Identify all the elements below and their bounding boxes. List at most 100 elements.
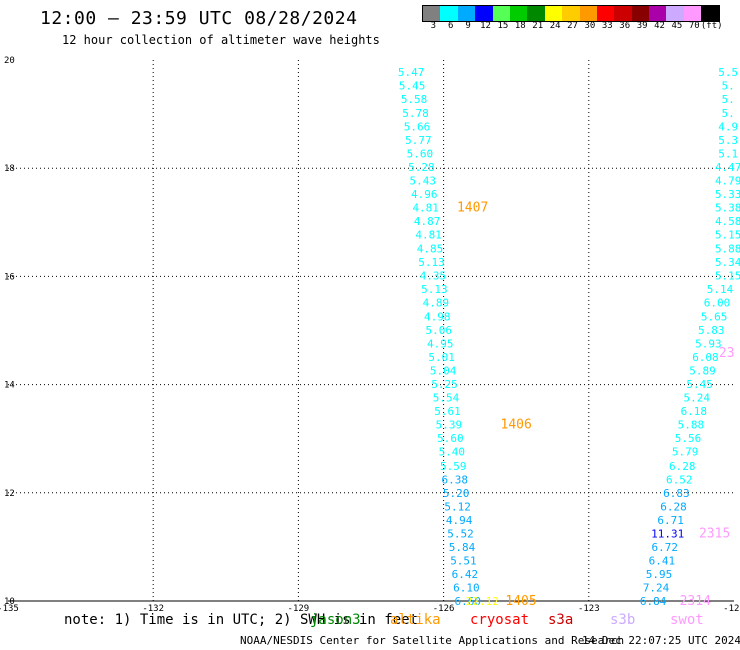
track-time-label: 2314 [680, 594, 711, 609]
data-point-label: 6.83 [663, 487, 690, 500]
data-point-label: 5.54 [433, 392, 460, 405]
data-point-label: 5.33 [715, 188, 740, 201]
data-point-label: 5.12 [444, 500, 471, 513]
satellite-legend-item: jason3 [310, 612, 361, 628]
data-point-label: 6.42 [452, 568, 479, 581]
color-scale-label: (ft) [700, 21, 723, 31]
data-point-label: 4.85 [417, 242, 444, 255]
data-point-label: 4.95 [427, 337, 454, 350]
x-tick-label: -132 [142, 604, 164, 614]
color-scale-label: 18 [514, 21, 526, 31]
data-point-label: 5.28 [408, 161, 435, 174]
data-point-label: 5.15 [715, 269, 740, 282]
data-point-label: 6.28 [669, 460, 696, 473]
y-tick-label: 14 [4, 381, 15, 391]
x-tick-label: -123 [578, 604, 600, 614]
y-tick-label: 18 [4, 164, 15, 174]
track-time-label: 1406 [501, 418, 532, 433]
color-scale-bar [422, 5, 720, 22]
data-point-label: 6.18 [681, 405, 708, 418]
data-point-label: 4.96 [411, 188, 438, 201]
satellite-legend-item: swot [670, 612, 704, 628]
data-point-label: 5.59 [440, 460, 467, 473]
color-scale-label: 6 [447, 21, 454, 31]
data-point-label: 5.14 [707, 283, 734, 296]
x-tick-label: -129 [288, 604, 310, 614]
color-scale-label: 3 [430, 21, 437, 31]
data-point-label: 4.35 [420, 269, 447, 282]
data-point-label: 5.93 [695, 337, 722, 350]
color-scale-label: 45 [671, 21, 683, 31]
color-swatch [457, 6, 476, 21]
data-point-label: 5.47 [398, 66, 425, 79]
color-swatch [649, 6, 667, 21]
color-scale-label: 9 [465, 21, 471, 31]
data-point-label: 5.13 [418, 256, 445, 269]
satellite-legend-item: s3b [610, 612, 636, 628]
data-point-label: 4.81 [415, 229, 442, 242]
data-point-label: 6.08 [692, 351, 719, 364]
data-point-label: 5. [722, 93, 735, 106]
satellite-legend-item: altika [390, 612, 441, 628]
data-point-label: 22.12 [466, 595, 499, 608]
data-point-label: 6.84 [640, 595, 667, 608]
data-point-label: 5.95 [646, 568, 673, 581]
data-point-label: 5.77 [405, 134, 432, 147]
footer-timestamp: 14 Dec 22:07:25 UTC 2024 [582, 634, 740, 647]
data-point-label: 4.98 [424, 310, 451, 323]
data-point-label: 5.51 [450, 554, 477, 567]
color-swatch [666, 6, 684, 21]
data-point-label: 5.52 [447, 527, 474, 540]
color-scale-label: 21 [532, 21, 544, 31]
satellite-legend-item: cryosat [470, 612, 530, 628]
x-tick-label: -135 [0, 604, 19, 614]
color-scale-label: 27 [567, 21, 578, 31]
data-point-label: 7.24 [643, 581, 670, 594]
data-point-label: 4.89 [423, 296, 450, 309]
y-tick-label: 12 [4, 489, 15, 499]
data-point-label: 5.83 [698, 324, 725, 337]
track-time-label: 23 [719, 346, 735, 361]
y-tick-label: 20 [4, 56, 15, 66]
data-point-label: 5.60 [437, 432, 464, 445]
color-swatch [475, 6, 493, 21]
satellite-legend-item: s3a [548, 612, 574, 628]
data-point-label: 4.9 [718, 121, 738, 134]
color-swatch [631, 6, 650, 21]
data-point-label: 4.79 [715, 175, 740, 188]
color-scale-label: 33 [601, 21, 613, 31]
color-scale-label: 12 [480, 21, 491, 31]
data-point-label: 6.72 [652, 541, 679, 554]
data-point-label: 5.58 [401, 93, 428, 106]
data-point-label: 5.5 [718, 66, 738, 79]
data-point-label: 4.58 [715, 215, 740, 228]
data-point-label: 5.61 [434, 405, 461, 418]
data-point-label: 5.01 [428, 351, 455, 364]
data-point-label: 6.00 [704, 296, 731, 309]
color-swatch [509, 6, 528, 21]
data-point-label: 5.06 [426, 324, 453, 337]
data-point-label: 5.66 [404, 121, 431, 134]
data-point-label: 6.38 [441, 473, 468, 486]
color-swatch [579, 6, 597, 21]
data-point-label: 5.15 [715, 229, 740, 242]
data-point-label: 4.94 [446, 514, 473, 527]
data-point-label: 5.3 [718, 134, 738, 147]
data-point-label: 5.88 [678, 419, 705, 432]
data-point-label: 6.41 [649, 554, 676, 567]
color-scale-label: 15 [497, 21, 509, 31]
data-point-label: 5.20 [443, 487, 470, 500]
color-swatch [492, 6, 510, 21]
data-point-label: 5.65 [701, 310, 728, 323]
data-point-label: 5.45 [399, 79, 426, 92]
data-point-label: 11.31 [651, 527, 684, 540]
color-swatch [527, 6, 545, 21]
data-point-label: 5.78 [402, 107, 429, 120]
color-swatch [683, 6, 702, 21]
y-tick-label: 10 [4, 597, 15, 607]
color-scale-label: 24 [549, 21, 561, 31]
track-time-label: 2315 [699, 526, 730, 541]
data-point-label: 5.79 [672, 446, 699, 459]
data-point-label: 5.84 [449, 541, 476, 554]
